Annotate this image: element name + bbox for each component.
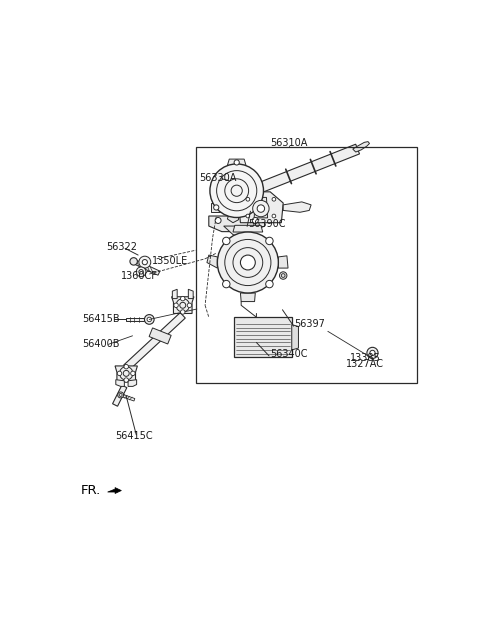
Polygon shape bbox=[292, 325, 299, 350]
Polygon shape bbox=[353, 141, 370, 152]
Polygon shape bbox=[132, 259, 160, 275]
Circle shape bbox=[210, 164, 264, 217]
Circle shape bbox=[367, 347, 378, 358]
Polygon shape bbox=[209, 216, 264, 231]
Circle shape bbox=[147, 317, 152, 321]
Circle shape bbox=[214, 205, 219, 210]
Circle shape bbox=[266, 237, 273, 245]
Polygon shape bbox=[228, 210, 239, 223]
Circle shape bbox=[223, 237, 230, 245]
Circle shape bbox=[139, 269, 144, 274]
Polygon shape bbox=[207, 255, 217, 268]
Circle shape bbox=[215, 217, 221, 223]
Text: 56330A: 56330A bbox=[200, 172, 237, 183]
Text: 56397: 56397 bbox=[294, 319, 325, 329]
Text: 56310A: 56310A bbox=[270, 138, 308, 148]
Polygon shape bbox=[254, 197, 267, 218]
Text: 1327AC: 1327AC bbox=[346, 359, 384, 370]
Circle shape bbox=[142, 259, 147, 265]
Circle shape bbox=[174, 303, 178, 307]
Polygon shape bbox=[228, 205, 239, 212]
Polygon shape bbox=[211, 203, 222, 212]
Polygon shape bbox=[115, 366, 137, 382]
Bar bbox=[196, 147, 417, 384]
Circle shape bbox=[124, 365, 129, 369]
Polygon shape bbox=[257, 144, 360, 193]
Circle shape bbox=[144, 314, 154, 324]
Circle shape bbox=[266, 280, 273, 288]
Text: 56390C: 56390C bbox=[248, 219, 285, 230]
Circle shape bbox=[272, 214, 276, 218]
Circle shape bbox=[254, 205, 260, 210]
Circle shape bbox=[118, 392, 124, 398]
Text: 56415C: 56415C bbox=[115, 431, 153, 441]
Polygon shape bbox=[228, 159, 246, 165]
Polygon shape bbox=[234, 317, 292, 358]
Polygon shape bbox=[126, 318, 144, 321]
Text: 56322: 56322 bbox=[107, 242, 137, 252]
Text: 56400B: 56400B bbox=[83, 339, 120, 349]
Circle shape bbox=[139, 256, 151, 268]
Polygon shape bbox=[116, 380, 124, 386]
Polygon shape bbox=[283, 202, 311, 212]
Text: 13385: 13385 bbox=[349, 354, 381, 363]
Polygon shape bbox=[239, 192, 283, 223]
Text: 1360CF: 1360CF bbox=[121, 271, 158, 280]
Circle shape bbox=[131, 371, 135, 375]
Circle shape bbox=[246, 197, 250, 201]
Polygon shape bbox=[233, 225, 263, 232]
Circle shape bbox=[252, 217, 258, 223]
Text: 1350LE: 1350LE bbox=[152, 256, 189, 266]
Polygon shape bbox=[128, 380, 137, 386]
Circle shape bbox=[180, 310, 185, 314]
Circle shape bbox=[180, 296, 185, 301]
Polygon shape bbox=[224, 226, 250, 237]
Circle shape bbox=[279, 272, 287, 279]
Circle shape bbox=[176, 299, 190, 312]
Circle shape bbox=[246, 214, 250, 218]
Text: 56415B: 56415B bbox=[83, 314, 120, 324]
Circle shape bbox=[117, 371, 122, 375]
Polygon shape bbox=[240, 293, 255, 302]
Circle shape bbox=[217, 232, 278, 293]
Circle shape bbox=[234, 160, 240, 165]
Polygon shape bbox=[108, 488, 121, 493]
Circle shape bbox=[223, 280, 230, 288]
Polygon shape bbox=[149, 328, 171, 344]
Polygon shape bbox=[252, 203, 263, 212]
Circle shape bbox=[240, 255, 255, 270]
Text: 56340C: 56340C bbox=[270, 349, 308, 359]
Circle shape bbox=[124, 378, 129, 382]
Circle shape bbox=[252, 200, 269, 217]
Circle shape bbox=[370, 351, 375, 356]
Circle shape bbox=[187, 303, 192, 307]
Polygon shape bbox=[172, 297, 194, 313]
Circle shape bbox=[257, 205, 264, 212]
Circle shape bbox=[120, 366, 133, 380]
Polygon shape bbox=[120, 394, 135, 401]
Circle shape bbox=[136, 267, 146, 276]
Circle shape bbox=[272, 197, 276, 201]
Text: FR.: FR. bbox=[81, 484, 101, 497]
Polygon shape bbox=[124, 313, 185, 370]
Polygon shape bbox=[188, 289, 193, 299]
Polygon shape bbox=[113, 385, 127, 406]
Polygon shape bbox=[172, 289, 177, 299]
Circle shape bbox=[130, 257, 137, 265]
Polygon shape bbox=[278, 256, 288, 268]
